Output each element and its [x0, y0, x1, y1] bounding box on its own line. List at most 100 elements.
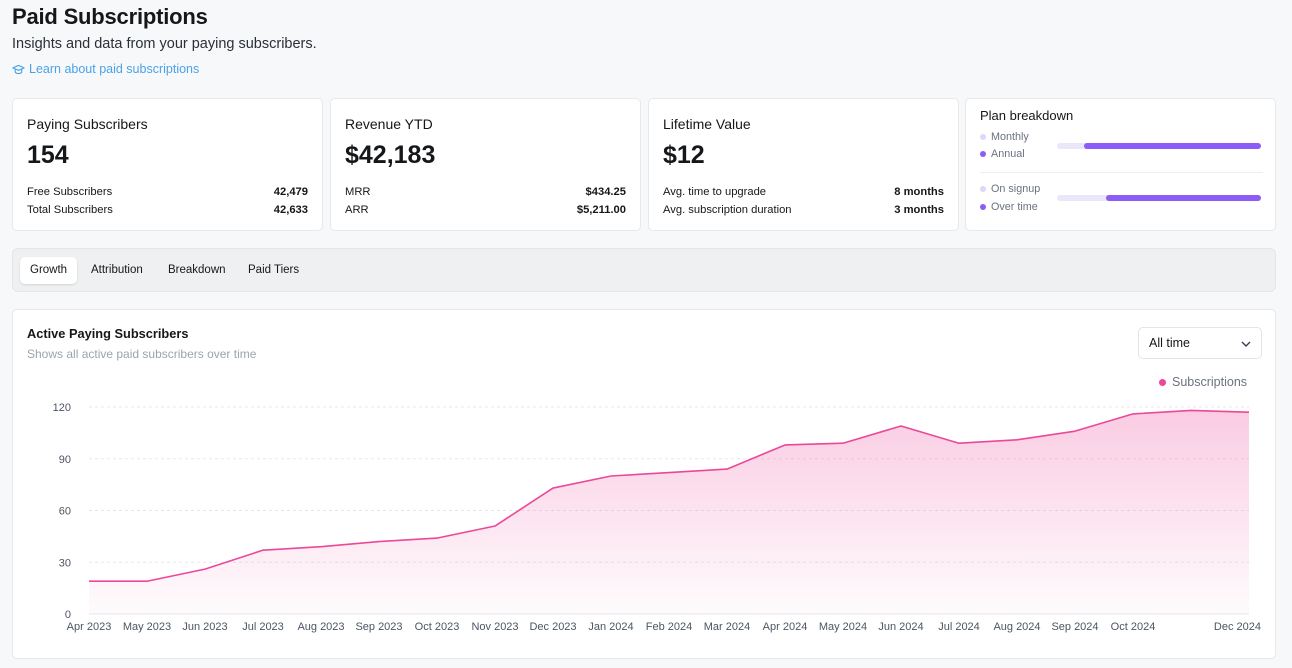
x-tick-label: Aug 2023: [297, 621, 344, 633]
legend-label: Monthly: [991, 131, 1029, 143]
tab-attribution[interactable]: Attribution: [91, 264, 143, 276]
lifetime-value-card: Lifetime Value $12 Avg. time to upgrade 8…: [648, 98, 959, 231]
data-point: [87, 579, 91, 583]
x-tick-label: Mar 2024: [704, 621, 750, 633]
card-value: $12: [663, 141, 705, 169]
row-label: ARR: [345, 204, 369, 216]
row-value: 42,633: [273, 204, 308, 216]
plan-breakdown-card: Plan breakdown Monthly Annual On signup …: [965, 98, 1276, 231]
row-label: Avg. subscription duration: [663, 204, 792, 216]
legend-dot: [980, 134, 986, 140]
plan-bar-fill: [1083, 143, 1261, 149]
data-point: [609, 474, 613, 478]
chart-legend: Subscriptions: [1159, 375, 1247, 389]
data-point: [1073, 429, 1077, 433]
legend-item-over-time: Over time: [980, 201, 1038, 213]
row-label: Free Subscribers: [27, 186, 113, 198]
revenue-ytd-card: Revenue YTD $42,183 MRR $434.25 ARR $5,211…: [330, 98, 641, 231]
legend-label: Annual: [991, 148, 1025, 160]
row-label: Total Subscribers: [27, 204, 113, 216]
x-tick-label: Sep 2023: [355, 621, 402, 633]
card-value: $42,183: [345, 141, 436, 169]
legend-dot: [980, 151, 986, 157]
tab-paid-tiers[interactable]: Paid Tiers: [248, 264, 300, 276]
y-tick-label: 60: [59, 506, 71, 518]
data-point: [377, 540, 381, 544]
paying-subscribers-card: Paying Subscribers 154 Free Subscribers 4…: [12, 98, 323, 231]
data-point: [667, 471, 671, 475]
x-tick-label: Oct 2023: [415, 621, 460, 633]
data-point: [493, 524, 497, 528]
x-tick-label: May 2023: [123, 621, 171, 633]
row-value: $5,211.00: [576, 204, 626, 216]
x-tick-label: Feb 2024: [646, 621, 692, 633]
y-tick-label: 90: [59, 454, 71, 466]
x-tick-label: Apr 2023: [67, 621, 112, 633]
card-label: Paying Subscribers: [27, 116, 148, 132]
divider: [980, 172, 1263, 173]
y-tick-label: 0: [65, 609, 71, 621]
data-point: [1247, 410, 1251, 414]
legend-item-on-signup: On signup: [980, 183, 1040, 195]
data-point: [551, 486, 555, 490]
row-label: MRR: [345, 186, 371, 198]
plan-bar-signup-overtime: [1057, 195, 1261, 201]
x-tick-label: Sep 2024: [1051, 621, 1098, 633]
data-point: [899, 424, 903, 428]
series-area: [89, 410, 1249, 614]
plan-bar-monthly-annual: [1057, 143, 1261, 149]
x-tick-label: Nov 2023: [471, 621, 518, 633]
page-title: Paid Subscriptions: [12, 4, 208, 29]
plan-bar-fill: [1105, 195, 1261, 201]
legend-label: On signup: [991, 183, 1041, 195]
page-subtitle: Insights and data from your paying subsc…: [12, 36, 317, 52]
card-row: Avg. time to upgrade 8 months: [663, 186, 944, 198]
y-tick-label: 30: [59, 557, 71, 569]
row-value: 42,479: [273, 186, 308, 198]
card-row: ARR $5,211.00: [345, 204, 626, 216]
data-point: [957, 441, 961, 445]
row-label: Avg. time to upgrade: [663, 186, 767, 198]
subscriptions-chart: 0 30 60 90 120 Apr 2023 May 2023 Jun 2023 Jul 20…: [53, 402, 1261, 633]
card-value: 154: [27, 141, 69, 169]
legend-dot: [980, 204, 986, 210]
learn-link[interactable]: Learn about paid subscriptions: [12, 62, 199, 76]
learn-link-label: Learn about paid subscriptions: [29, 62, 200, 76]
data-point: [1015, 438, 1019, 442]
card-label: Revenue YTD: [345, 116, 433, 132]
data-point: [725, 467, 729, 471]
card-row: Avg. subscription duration 3 months: [663, 204, 944, 216]
chart-card: 0 30 60 90 120 Apr 2023 May 2023 Jun 2023 Jul 20…: [12, 309, 1276, 659]
card-label: Lifetime Value: [663, 116, 751, 132]
legend-label: Over time: [991, 201, 1038, 213]
x-tick-label: Jun 2024: [878, 621, 923, 633]
data-point: [1131, 412, 1135, 416]
series-line: [89, 409, 1250, 583]
x-tick-label: Aug 2024: [993, 621, 1040, 633]
data-point: [841, 441, 845, 445]
x-tick-label: Jan 2024: [588, 621, 633, 633]
legend-dot: [980, 186, 986, 192]
tab-breakdown[interactable]: Breakdown: [168, 264, 226, 276]
x-tick-label: Jul 2023: [242, 621, 284, 633]
row-value: 8 months: [894, 186, 944, 198]
card-row: Free Subscribers 42,479: [27, 186, 308, 198]
legend-dot: [1159, 378, 1166, 386]
date-range-value: All time: [1149, 336, 1190, 350]
card-row: MRR $434.25: [345, 186, 626, 198]
chart-title: Active Paying Subscribers: [27, 326, 189, 341]
chevron-down-icon: [1241, 341, 1251, 347]
card-row: Total Subscribers 42,633: [27, 204, 308, 216]
row-value: 3 months: [894, 204, 944, 216]
date-range-select[interactable]: All time: [1138, 327, 1262, 359]
x-tick-label: May 2024: [819, 621, 867, 633]
tabs-bar: Growth Attribution Breakdown Paid Tiers: [12, 248, 1276, 292]
data-point: [319, 545, 323, 549]
row-value: $434.25: [585, 186, 626, 198]
x-tick-label: Dec 2023: [529, 621, 576, 633]
x-tick-label: Dec 2024: [1214, 621, 1261, 633]
data-point: [261, 548, 265, 552]
legend-label: Subscriptions: [1172, 375, 1248, 389]
legend-item-monthly: Monthly: [980, 131, 1029, 143]
tab-growth[interactable]: Growth: [20, 257, 78, 284]
